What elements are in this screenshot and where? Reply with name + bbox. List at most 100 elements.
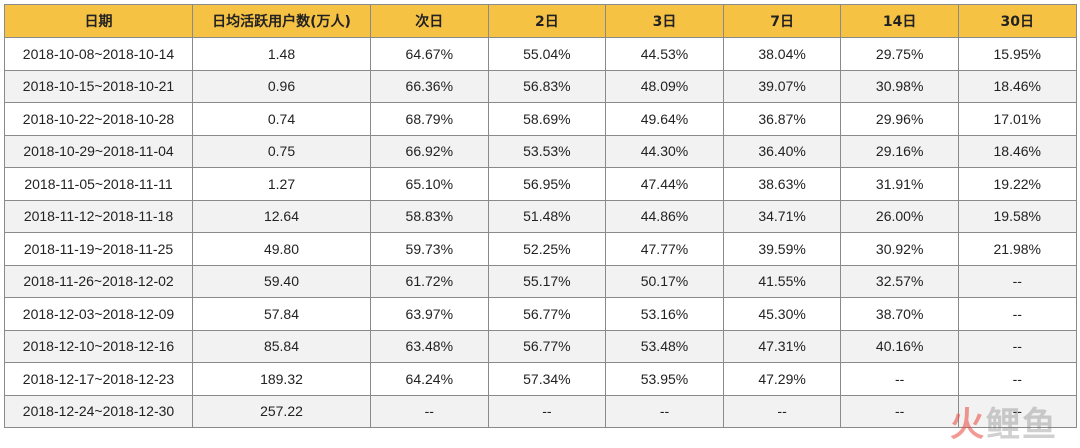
table-row: 2018-10-08~2018-10-14 1.48 64.67% 55.04%… (4, 37, 1077, 71)
cell-day30: 19.58% (957, 199, 1077, 233)
cell-dau: 85.84 (192, 329, 371, 363)
cell-date: 2018-11-05~2018-11-11 (4, 167, 193, 201)
cell-day1: 58.83% (370, 199, 489, 233)
cell-day30: -- (957, 297, 1077, 331)
cell-dau: 0.96 (192, 69, 371, 103)
table-row: 2018-12-03~2018-12-09 57.84 63.97% 56.77… (4, 297, 1077, 331)
cell-day2: 58.69% (487, 102, 607, 136)
cell-day14: 30.92% (840, 232, 959, 266)
cell-date: 2018-10-22~2018-10-28 (4, 102, 193, 136)
cell-day30: 21.98% (957, 232, 1077, 266)
cell-day30: 17.01% (957, 102, 1077, 136)
cell-day1: 68.79% (370, 102, 489, 136)
cell-dau: 59.40 (192, 264, 371, 298)
header-day1: 次日 (370, 4, 489, 38)
cell-day7: 47.29% (722, 362, 842, 396)
cell-day3: 50.17% (605, 264, 724, 298)
cell-date: 2018-11-12~2018-11-18 (4, 199, 193, 233)
cell-day7: 38.63% (722, 167, 842, 201)
cell-dau: 1.27 (192, 167, 371, 201)
cell-day30: 18.46% (957, 134, 1077, 168)
cell-day2: 57.34% (487, 362, 607, 396)
cell-day3: 47.44% (605, 167, 724, 201)
cell-day2: 56.83% (487, 69, 607, 103)
cell-day1: 63.48% (370, 329, 489, 363)
cell-day7: 47.31% (722, 329, 842, 363)
cell-day7: 36.40% (722, 134, 842, 168)
cell-day1: 64.24% (370, 362, 489, 396)
cell-day1: 59.73% (370, 232, 489, 266)
cell-day3: 53.48% (605, 329, 724, 363)
cell-day14: 31.91% (840, 167, 959, 201)
cell-day3: -- (605, 394, 724, 428)
cell-day2: 56.77% (487, 329, 607, 363)
cell-dau: 0.74 (192, 102, 371, 136)
header-dau: 日均活跃用户数(万人) (192, 4, 371, 38)
retention-table-container: 日期 日均活跃用户数(万人) 次日 2日 3日 7日 14日 30日 2018-… (4, 4, 1077, 428)
cell-day14: 29.16% (840, 134, 959, 168)
cell-day1: -- (370, 394, 489, 428)
cell-dau: 49.80 (192, 232, 371, 266)
cell-day30: -- (957, 329, 1077, 363)
cell-day14: 29.75% (840, 37, 959, 71)
cell-day3: 49.64% (605, 102, 724, 136)
cell-day3: 44.86% (605, 199, 724, 233)
table-row: 2018-11-05~2018-11-11 1.27 65.10% 56.95%… (4, 167, 1077, 201)
cell-day30: 19.22% (957, 167, 1077, 201)
table-header-row: 日期 日均活跃用户数(万人) 次日 2日 3日 7日 14日 30日 (4, 4, 1077, 38)
header-day30: 30日 (957, 4, 1077, 38)
cell-day7: 39.07% (722, 69, 842, 103)
cell-date: 2018-12-03~2018-12-09 (4, 297, 193, 331)
cell-day2: 52.25% (487, 232, 607, 266)
header-day7: 7日 (722, 4, 842, 38)
cell-dau: 257.22 (192, 394, 371, 428)
table-row: 2018-10-29~2018-11-04 0.75 66.92% 53.53%… (4, 134, 1077, 168)
cell-day14: -- (840, 362, 959, 396)
header-date: 日期 (4, 4, 193, 38)
table-row: 2018-11-12~2018-11-18 12.64 58.83% 51.48… (4, 199, 1077, 233)
cell-day7: 45.30% (722, 297, 842, 331)
cell-day7: 39.59% (722, 232, 842, 266)
cell-date: 2018-10-29~2018-11-04 (4, 134, 193, 168)
cell-day2: 56.95% (487, 167, 607, 201)
cell-date: 2018-11-26~2018-12-02 (4, 264, 193, 298)
table-row: 2018-12-17~2018-12-23 189.32 64.24% 57.3… (4, 362, 1077, 396)
cell-day7: 41.55% (722, 264, 842, 298)
header-day3: 3日 (605, 4, 724, 38)
table-row: 2018-11-26~2018-12-02 59.40 61.72% 55.17… (4, 264, 1077, 298)
cell-day2: 55.17% (487, 264, 607, 298)
cell-day14: 38.70% (840, 297, 959, 331)
table-row: 2018-10-22~2018-10-28 0.74 68.79% 58.69%… (4, 102, 1077, 136)
cell-day3: 53.95% (605, 362, 724, 396)
cell-dau: 12.64 (192, 199, 371, 233)
cell-day7: 34.71% (722, 199, 842, 233)
cell-day30: -- (957, 394, 1077, 428)
cell-day14: -- (840, 394, 959, 428)
cell-day14: 32.57% (840, 264, 959, 298)
cell-day2: 55.04% (487, 37, 607, 71)
cell-day7: -- (722, 394, 842, 428)
cell-day14: 26.00% (840, 199, 959, 233)
cell-dau: 0.75 (192, 134, 371, 168)
cell-day30: -- (957, 362, 1077, 396)
cell-day14: 40.16% (840, 329, 959, 363)
cell-day30: 18.46% (957, 69, 1077, 103)
cell-day3: 53.16% (605, 297, 724, 331)
table-row: 2018-12-24~2018-12-30 257.22 -- -- -- --… (4, 394, 1077, 428)
cell-date: 2018-12-24~2018-12-30 (4, 394, 193, 428)
cell-day3: 44.53% (605, 37, 724, 71)
header-day2: 2日 (487, 4, 607, 38)
cell-dau: 1.48 (192, 37, 371, 71)
cell-day1: 63.97% (370, 297, 489, 331)
header-day14: 14日 (840, 4, 959, 38)
cell-dau: 189.32 (192, 362, 371, 396)
cell-day14: 30.98% (840, 69, 959, 103)
cell-date: 2018-12-17~2018-12-23 (4, 362, 193, 396)
cell-day3: 48.09% (605, 69, 724, 103)
cell-day3: 44.30% (605, 134, 724, 168)
cell-day1: 64.67% (370, 37, 489, 71)
cell-day30: 15.95% (957, 37, 1077, 71)
cell-date: 2018-11-19~2018-11-25 (4, 232, 193, 266)
cell-day1: 66.92% (370, 134, 489, 168)
cell-day7: 38.04% (722, 37, 842, 71)
